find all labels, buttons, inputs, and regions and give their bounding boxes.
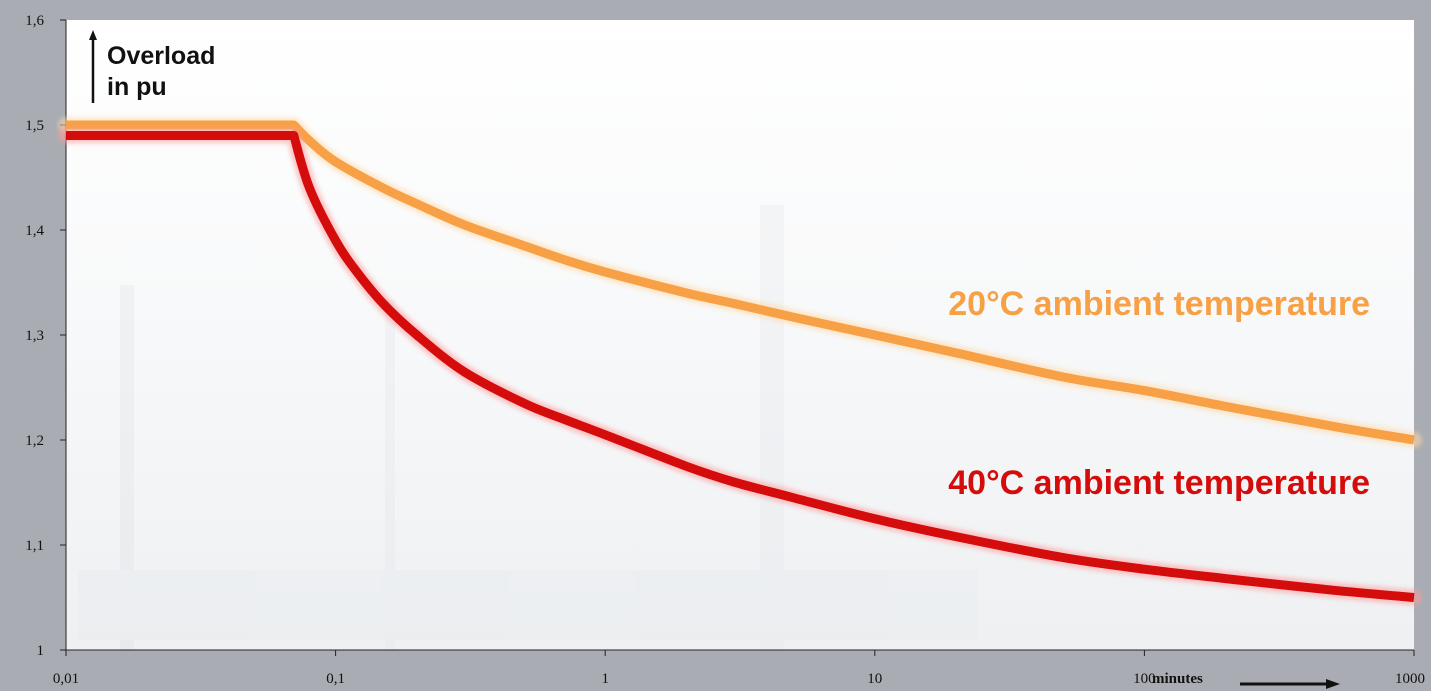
y-axis-arrowhead-icon — [89, 30, 97, 40]
x-tick-label: 1000 — [1395, 671, 1425, 687]
series-label-40c: 40°C ambient temperature — [948, 464, 1370, 502]
y-axis-title: Overload in pu — [89, 30, 215, 103]
series-lines — [58, 117, 1422, 606]
y-tick-label: 1,6 — [25, 13, 44, 29]
x-ticks: 0,01 0,1 1 10 100 1000 — [53, 650, 1425, 687]
background-texture — [78, 205, 978, 650]
y-tick-label: 1,2 — [25, 433, 44, 449]
x-axis-title: minutes — [1152, 671, 1340, 689]
series-line-40c — [66, 131, 1415, 602]
x-tick-label: 10 — [867, 671, 882, 687]
x-tick-label: 0,01 — [53, 671, 79, 687]
y-tick-label: 1,3 — [25, 328, 44, 344]
x-tick-label: 0,1 — [326, 671, 345, 687]
y-tick-label: 1,4 — [25, 223, 44, 239]
y-ticks: 1 1,1 1,2 1,3 1,4 1,5 1,6 — [25, 13, 66, 659]
x-tick-label: 100 — [1133, 671, 1156, 687]
y-tick-label: 1 — [37, 643, 45, 659]
y-axis-title-line1: Overload — [107, 42, 215, 70]
series-line-20c — [66, 120, 1415, 445]
y-axis-title-line2: in pu — [107, 73, 167, 101]
x-axis-title-text: minutes — [1152, 671, 1203, 687]
plot-area — [66, 20, 1414, 650]
y-tick-label: 1,1 — [25, 538, 44, 554]
x-axis-arrowhead-icon — [1326, 679, 1340, 689]
series-label-20c: 20°C ambient temperature — [948, 285, 1370, 323]
y-tick-label: 1,5 — [25, 118, 44, 134]
x-tick-label: 1 — [601, 671, 609, 687]
